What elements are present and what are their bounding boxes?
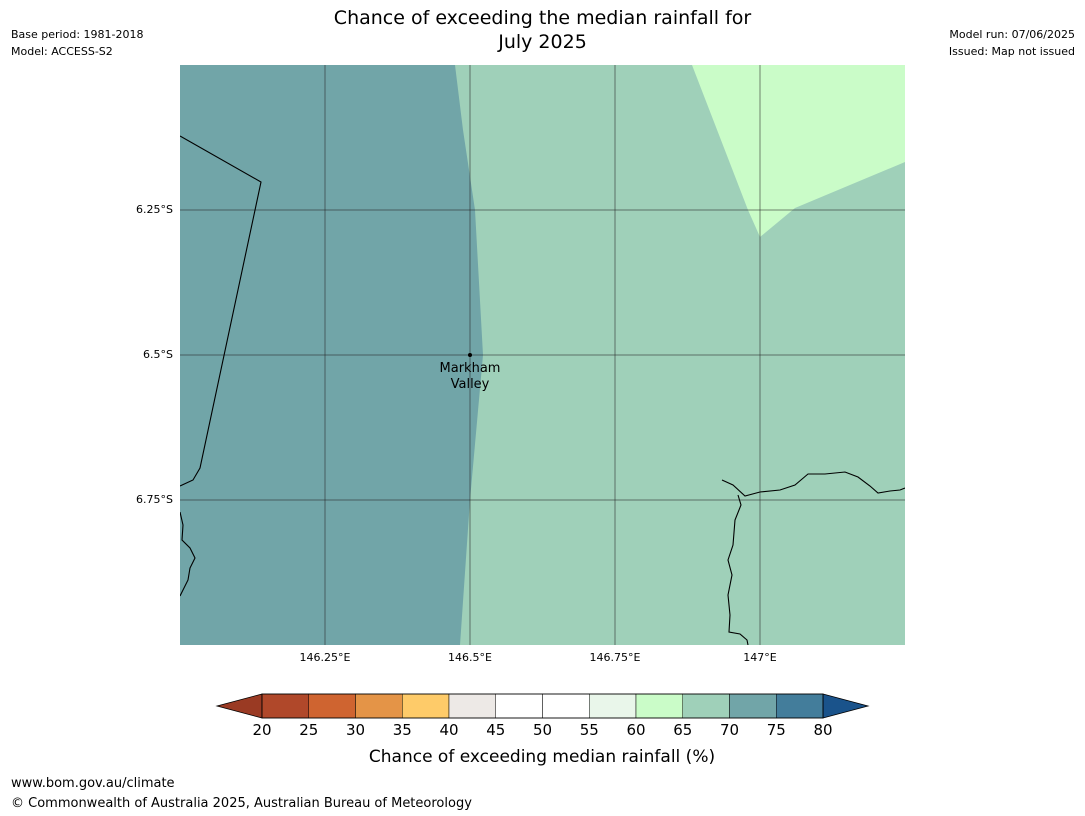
zone-60-65 <box>692 65 905 237</box>
colorbar-tick-label: 25 <box>299 721 318 739</box>
model-run: Model run: 07/06/2025 <box>949 28 1075 41</box>
lat-label-6-5: 6.5°S <box>143 348 173 361</box>
province-boundary <box>180 135 262 487</box>
lat-label-6-25: 6.25°S <box>136 203 173 216</box>
meta-right: Model run: 07/06/2025 Issued: Map not is… <box>949 26 1075 60</box>
map-panel: Markham Valley <box>180 65 905 645</box>
colorbar-tick-label: 75 <box>767 721 786 739</box>
meta-left: Base period: 1981-2018 Model: ACCESS-S2 <box>11 26 143 60</box>
colorbar-segment <box>402 693 450 719</box>
colorbar-segment <box>355 693 403 719</box>
coastline-east <box>721 471 905 497</box>
colorbar-tick-label: 65 <box>673 721 692 739</box>
river-channel <box>727 494 749 645</box>
lon-label-146-75: 146.75°E <box>590 651 641 664</box>
colorbar-segment <box>635 693 683 719</box>
footer-url[interactable]: www.bom.gov.au/climate <box>11 776 175 791</box>
colorbar-tick-label: 70 <box>720 721 739 739</box>
colorbar-segments <box>261 693 824 719</box>
title-line-2: July 2025 <box>498 31 587 53</box>
colorbar-tick-label: 60 <box>626 721 645 739</box>
lat-label-6-75: 6.75°S <box>136 493 173 506</box>
colorbar-tick-label: 20 <box>252 721 271 739</box>
lon-label-146-25: 146.25°E <box>300 651 351 664</box>
colorbar-segment <box>448 693 496 719</box>
colorbar-segment <box>682 693 730 719</box>
western-coast <box>180 511 196 597</box>
model-name: Model: ACCESS-S2 <box>11 45 113 58</box>
colorbar-segment <box>261 693 309 719</box>
colorbar-tick-label: 55 <box>580 721 599 739</box>
colorbar-segment <box>589 693 637 719</box>
colorbar-segment <box>776 693 824 719</box>
lon-axis-labels: 146.25°E 146.5°E 146.75°E 147°E <box>300 651 777 664</box>
issued-status: Issued: Map not issued <box>948 45 1075 58</box>
lat-axis-labels: 6.25°S 6.5°S 6.75°S <box>136 203 173 506</box>
colorbar-segment <box>542 693 590 719</box>
colorbar-tick-label: 30 <box>346 721 365 739</box>
markham-valley-marker <box>468 353 472 357</box>
footer: www.bom.gov.au/climate © Commonwealth of… <box>11 774 472 814</box>
map-title: Chance of exceeding the median rainfall … <box>0 6 1085 54</box>
base-period: Base period: 1981-2018 <box>11 28 144 41</box>
colorbar-segment <box>308 693 356 719</box>
colorbar-under-arrow <box>215 693 263 719</box>
colorbar-ticks: 20 25 30 35 40 45 50 55 60 65 70 75 80 <box>252 721 832 739</box>
boundary-lines <box>180 135 905 645</box>
colorbar-segment <box>729 693 777 719</box>
colorbar-label: Chance of exceeding median rainfall (%) <box>369 747 715 767</box>
title-line-1: Chance of exceeding the median rainfall … <box>333 7 752 29</box>
colorbar-segment <box>495 693 543 719</box>
footer-copyright: © Commonwealth of Australia 2025, Austra… <box>11 796 472 811</box>
colorbar-tick-label: 35 <box>393 721 412 739</box>
colorbar-outline <box>261 693 824 719</box>
colorbar-tick-label: 50 <box>533 721 552 739</box>
lon-label-146-5: 146.5°E <box>448 651 492 664</box>
lon-label-147: 147°E <box>743 651 776 664</box>
colorbar-tick-label: 40 <box>439 721 458 739</box>
place-label-line-2: Valley <box>451 377 490 392</box>
colorbar-tick-label: 45 <box>486 721 505 739</box>
colorbar-over-arrow <box>822 693 870 719</box>
colorbar-tick-label: 80 <box>813 721 832 739</box>
place-label-line-1: Markham <box>440 361 501 376</box>
colorbar: 20 25 30 35 40 45 50 55 60 65 70 75 80 Chance of exc… <box>215 693 870 767</box>
